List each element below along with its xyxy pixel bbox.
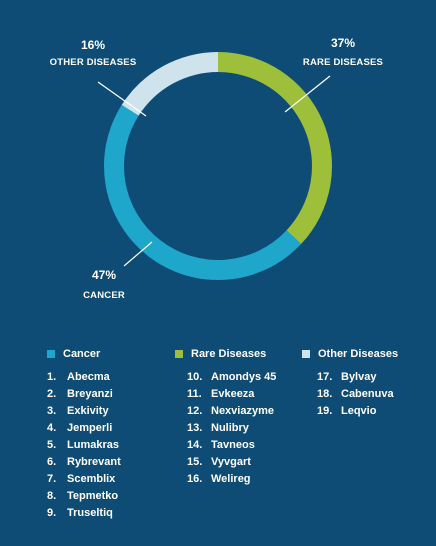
list-item: 19. Leqvio — [317, 402, 398, 419]
item-name: Cabenuva — [341, 387, 394, 400]
item-number: 7. — [47, 472, 57, 485]
list-item: 14. Tavneos — [187, 436, 276, 453]
item-name: Nulibry — [211, 421, 249, 434]
slice-label-cancer: CANCER — [83, 290, 125, 301]
list-item: 2. Breyanzi — [47, 385, 121, 402]
item-name: Welireg — [211, 472, 251, 485]
legend-swatch — [175, 350, 183, 358]
item-number: 13. — [187, 421, 203, 434]
donut-slices — [104, 51, 332, 280]
item-name: Evkeeza — [211, 387, 255, 400]
donut-slice-rare-diseases — [218, 52, 332, 245]
item-number: 1. — [47, 370, 57, 383]
legend-group-title: Other Diseases — [318, 348, 399, 360]
item-name: Bylvay — [341, 370, 377, 383]
leader-line-rare — [284, 75, 331, 113]
slice-label-rare: RARE DISEASES — [303, 57, 383, 68]
list-item: 8. Tepmetko — [47, 487, 121, 504]
slice-label-other: OTHER DISEASES — [50, 57, 137, 68]
list-item: 16. Welireg — [187, 470, 276, 487]
list-item: 15. Vyvgart — [187, 453, 276, 470]
list-item: 4. Jemperli — [47, 419, 121, 436]
donut-slice-other-diseases — [121, 51, 218, 116]
legend-group-title: Cancer — [63, 348, 101, 360]
item-name: Breyanzi — [67, 387, 113, 400]
leader-line-cancer — [123, 241, 153, 267]
item-number: 6. — [47, 455, 57, 468]
item-number: 2. — [47, 387, 57, 400]
slice-pct-other: 16% — [81, 38, 105, 52]
legend-group-header: Rare Diseases — [175, 346, 276, 362]
item-name: Abecma — [67, 370, 110, 383]
item-number: 11. — [187, 387, 202, 400]
item-name: Rybrevant — [67, 455, 121, 468]
legend-group-title: Rare Diseases — [191, 348, 267, 360]
item-number: 4. — [47, 421, 57, 434]
item-name: Tepmetko — [67, 489, 119, 502]
list-item: 9. Truseltiq — [47, 504, 121, 521]
slice-pct-cancer: 47% — [92, 268, 116, 282]
item-number: 15. — [187, 455, 203, 468]
donut-chart: 16% OTHER DISEASES 37% RARE DISEASES 47%… — [50, 36, 383, 301]
legend-group-cancer: Cancer 1. Abecma 2. Breyanzi 3. Exkivity 4.… — [47, 346, 121, 521]
list-item: 17. Bylvay — [317, 368, 398, 385]
item-name: Vyvgart — [211, 455, 251, 468]
list-item: 11. Evkeeza — [187, 385, 276, 402]
item-name: Amondys 45 — [211, 370, 277, 383]
list-item: 7. Scemblix — [47, 470, 121, 487]
legend-group-header: Other Diseases — [302, 346, 398, 362]
legend-group-header: Cancer — [47, 346, 121, 362]
list-item: 3. Exkivity — [47, 402, 121, 419]
item-number: 12. — [187, 404, 203, 417]
item-name: Leqvio — [341, 404, 377, 417]
item-name: Truseltiq — [67, 506, 113, 519]
list-item: 6. Rybrevant — [47, 453, 121, 470]
slice-pct-rare: 37% — [331, 36, 355, 50]
item-number: 16. — [187, 472, 203, 485]
list-item: 10. Amondys 45 — [187, 368, 276, 385]
list-item: 1. Abecma — [47, 368, 121, 385]
legend-swatch — [302, 350, 310, 358]
item-name: Jemperli — [67, 421, 113, 434]
item-name: Scemblix — [67, 472, 116, 485]
donut-slice-cancer — [104, 104, 302, 280]
item-number: 18. — [317, 387, 333, 400]
list-item: 5. Lumakras — [47, 436, 121, 453]
item-number: 9. — [47, 506, 57, 519]
item-number: 8. — [47, 489, 57, 502]
list-item: 12. Nexviazyme — [187, 402, 276, 419]
item-number: 17. — [317, 370, 333, 383]
legend-swatch — [47, 350, 55, 358]
list-item: 18. Cabenuva — [317, 385, 398, 402]
legend-group-other-diseases: Other Diseases 17. Bylvay 18. Cabenuva 19.… — [302, 346, 398, 419]
item-number: 19. — [317, 404, 333, 417]
item-name: Exkivity — [67, 404, 109, 417]
item-number: 5. — [47, 438, 57, 451]
legend: Cancer 1. Abecma 2. Breyanzi 3. Exkivity 4.… — [0, 346, 436, 546]
item-number: 10. — [187, 370, 203, 383]
list-item: 13. Nulibry — [187, 419, 276, 436]
item-name: Tavneos — [211, 438, 255, 451]
item-name: Nexviazyme — [211, 404, 274, 417]
item-number: 14. — [187, 438, 203, 451]
legend-group-rare-diseases: Rare Diseases 10. Amondys 45 11. Evkeeza 1… — [175, 346, 276, 487]
item-number: 3. — [47, 404, 57, 417]
leader-line-other — [97, 81, 147, 117]
item-name: Lumakras — [67, 438, 119, 451]
